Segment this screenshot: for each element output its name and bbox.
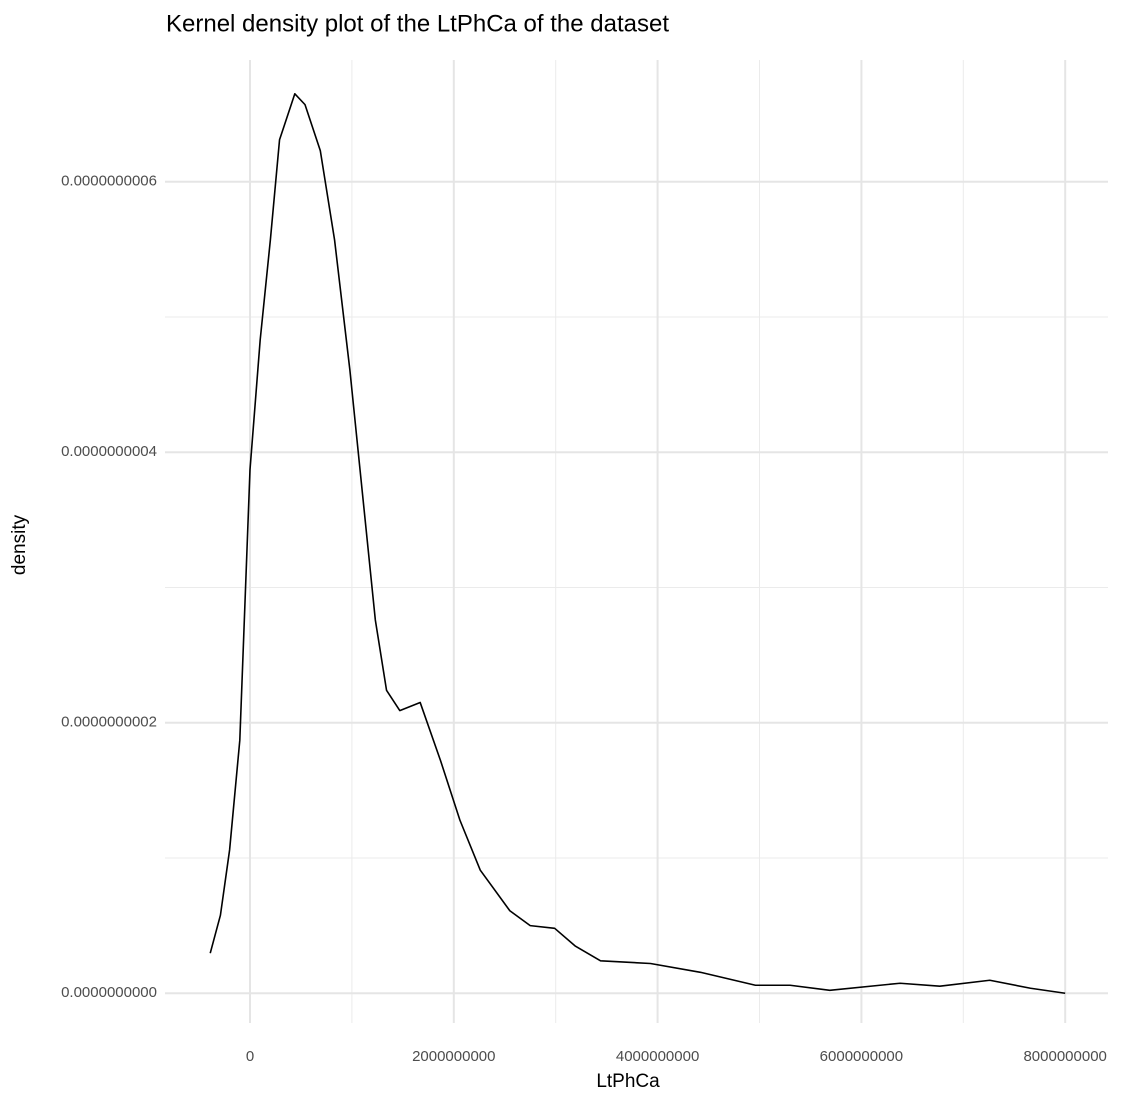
- chart-title: Kernel density plot of the LtPhCa of the…: [166, 10, 669, 37]
- plot-area: [209, 93, 1066, 995]
- y-tick-label: 0.0000000004: [61, 443, 157, 460]
- x-tick-label: 6000000000: [820, 1048, 903, 1065]
- x-tick-label: 8000000000: [1023, 1048, 1106, 1065]
- density-line: [209, 93, 1066, 995]
- x-tick-label: 0: [246, 1048, 254, 1065]
- y-tick-label: 0.0000000006: [61, 173, 157, 190]
- x-tick-label: 2000000000: [412, 1048, 495, 1065]
- grid: [165, 60, 1108, 1023]
- y-tick-label: 0.0000000000: [61, 984, 157, 1001]
- y-axis-label: density: [9, 514, 30, 575]
- x-axis-label: LtPhCa: [596, 1071, 660, 1092]
- x-tick-label: 4000000000: [616, 1048, 699, 1065]
- y-tick-label: 0.0000000002: [61, 714, 157, 731]
